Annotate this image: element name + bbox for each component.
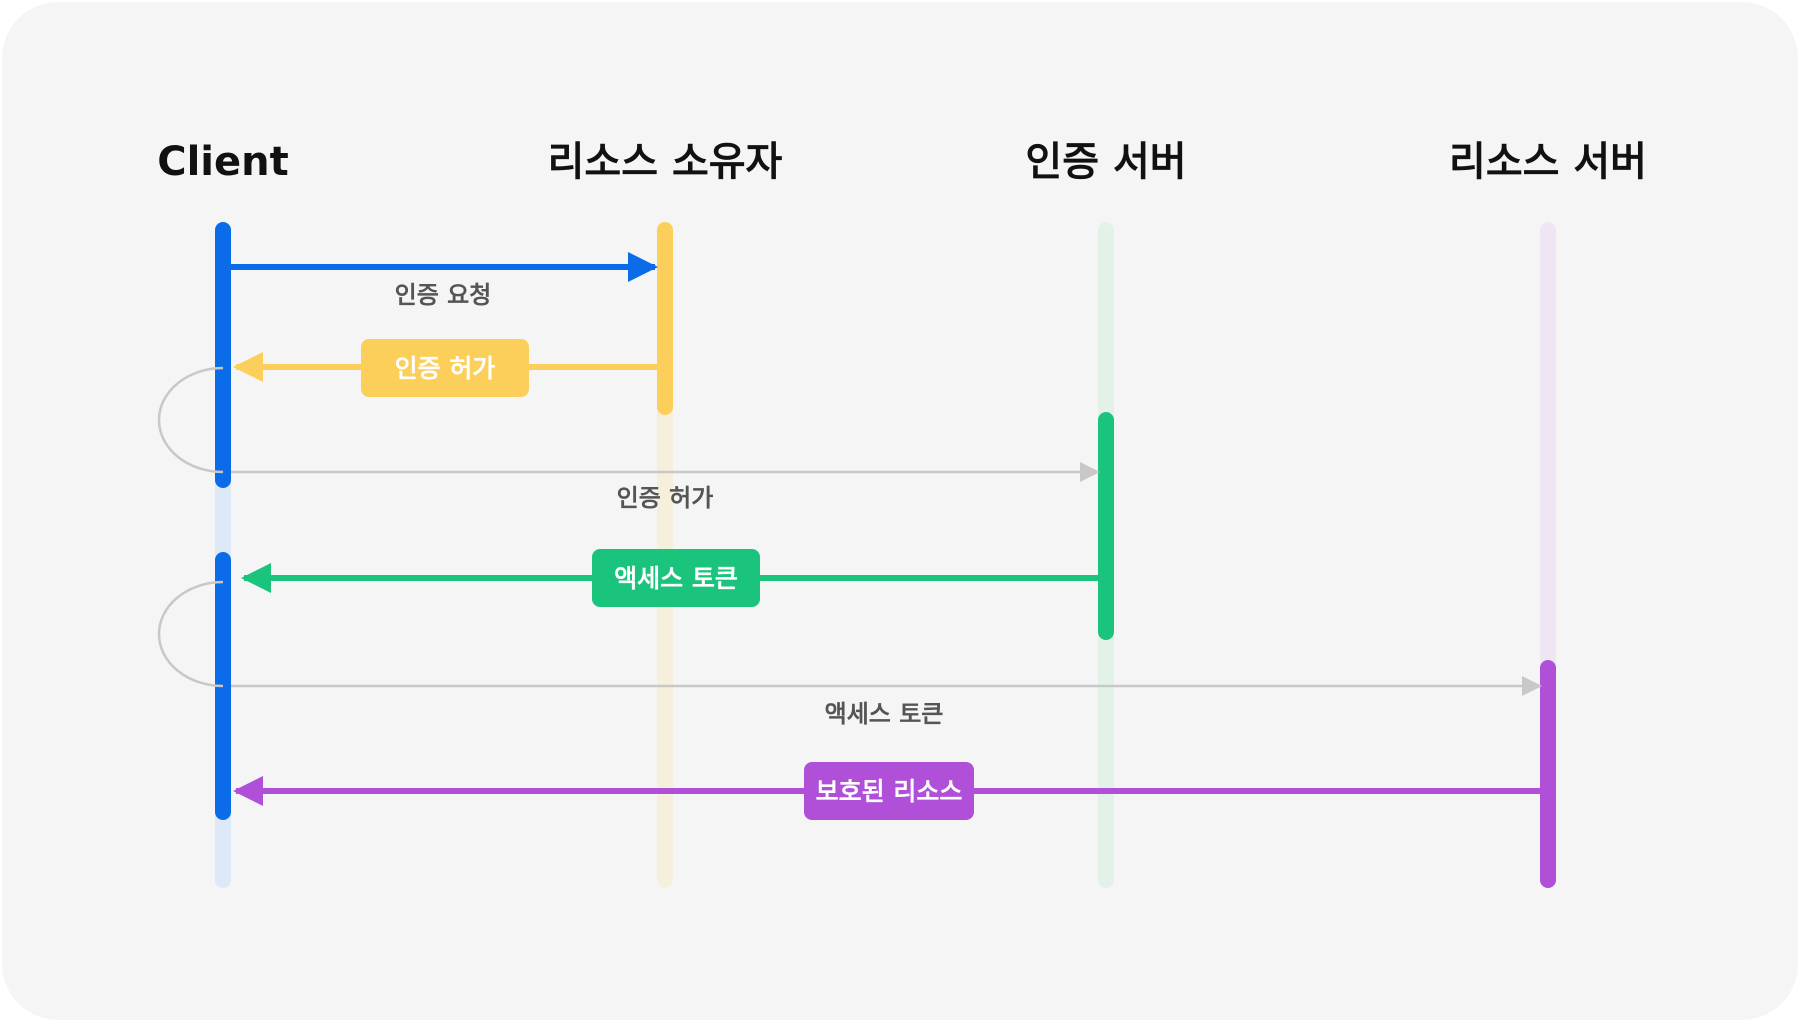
label-auth-request: 인증 요청 bbox=[395, 281, 492, 309]
participant-title-resource-server: 리소스 서버 bbox=[1449, 139, 1647, 185]
label-auth-grant-forward: 인증 허가 bbox=[617, 484, 714, 512]
self-loop-client-1 bbox=[157, 366, 224, 474]
badge-access-token bbox=[592, 549, 760, 607]
participant-title-resource-owner: 리소스 소유자 bbox=[548, 139, 783, 185]
participant-title-auth-server: 인증 서버 bbox=[1025, 139, 1186, 185]
badge-protected-resource bbox=[804, 762, 974, 820]
participant-title-client: Client bbox=[157, 139, 289, 185]
badge-label-auth-grant: 인증 허가 bbox=[395, 354, 496, 383]
label-access-token-forward: 액세스 토큰 bbox=[825, 700, 944, 728]
self-loop-client-2 bbox=[157, 580, 224, 688]
badge-label-access-token: 액세스 토큰 bbox=[614, 564, 738, 593]
badge-label-protected-resource: 보호된 리소스 bbox=[816, 777, 963, 806]
badge-auth-grant bbox=[361, 339, 529, 397]
